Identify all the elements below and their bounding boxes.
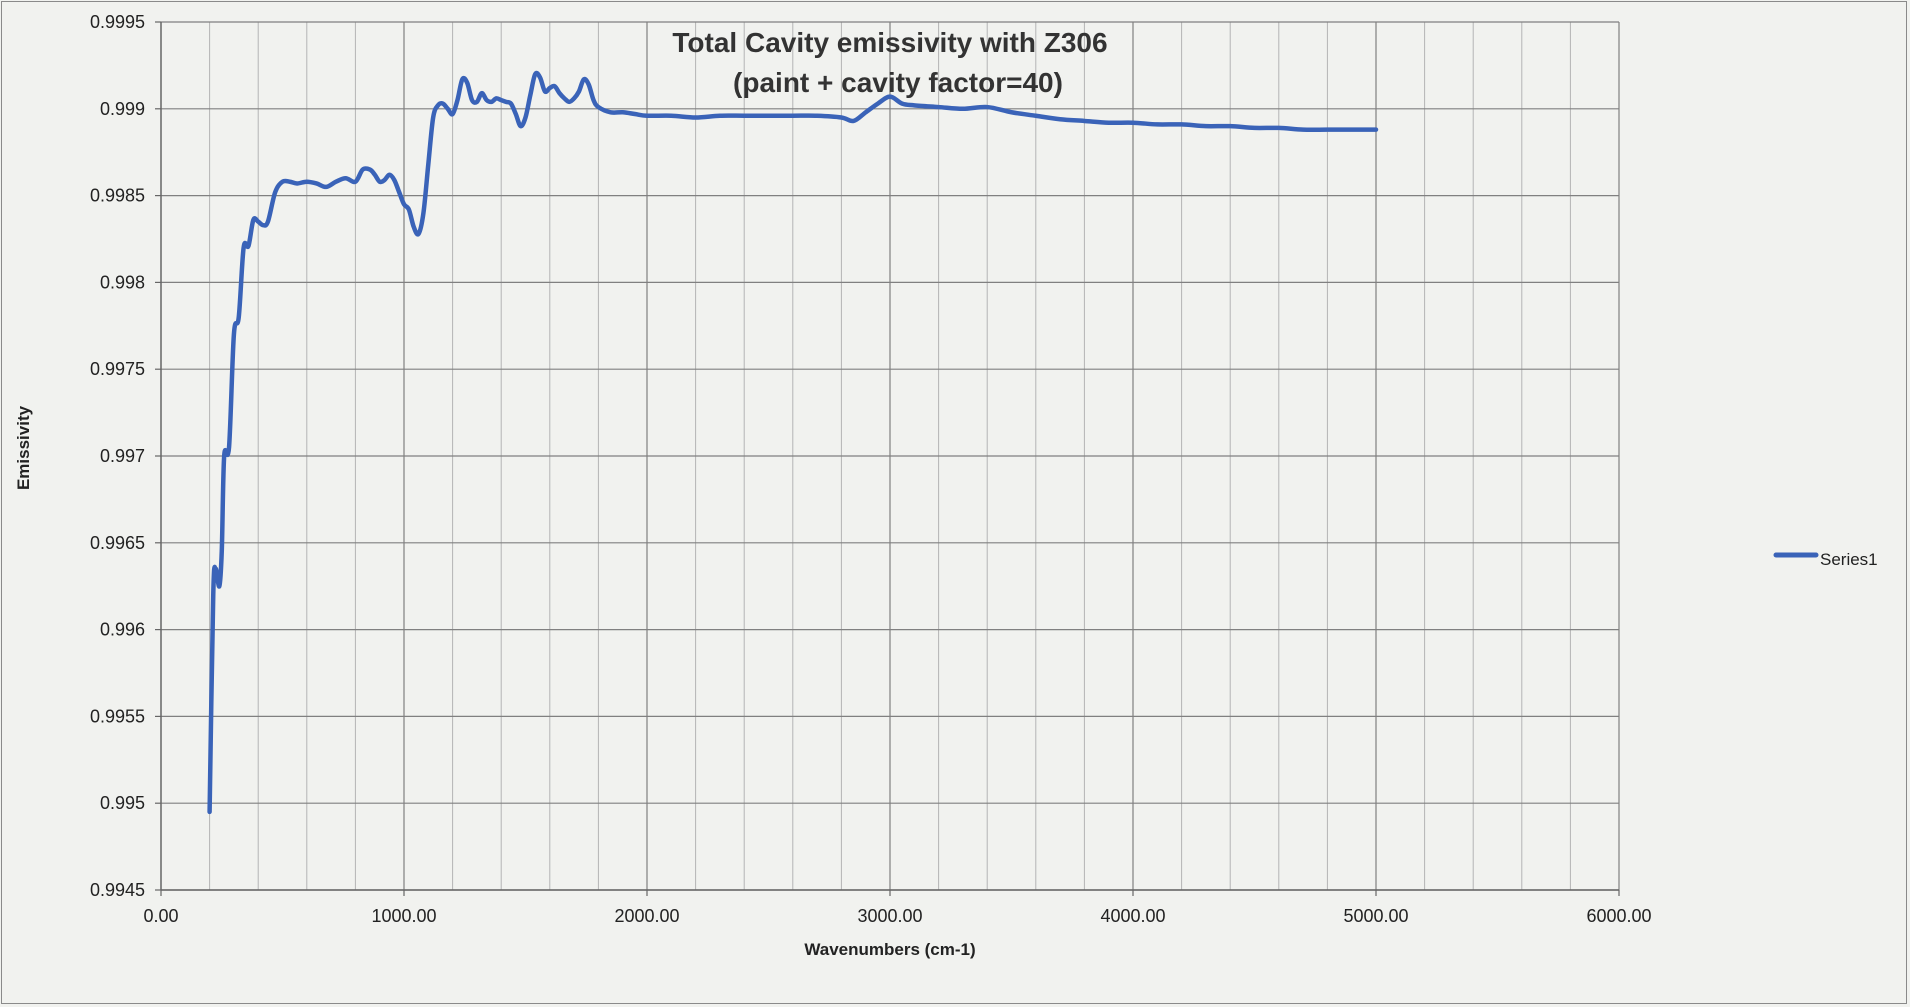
- y-tick-label: 0.9985: [90, 186, 145, 206]
- y-axis-ticks: 0.9945 0.995 0.9955 0.996 0.9965 0.997 0.9975 0…: [90, 12, 161, 900]
- y-axis-title: Emissivity: [14, 405, 33, 490]
- series-layer: [207, 70, 1379, 815]
- y-tick-label: 0.9975: [90, 359, 145, 379]
- chart-title-line-2: (paint + cavity factor=40): [733, 67, 1063, 98]
- x-tick-label: 4000.00: [1100, 906, 1165, 926]
- y-tick-label: 0.9965: [90, 533, 145, 553]
- x-tick-label: 2000.00: [614, 906, 679, 926]
- chart-title-line-1: Total Cavity emissivity with Z306: [672, 27, 1107, 58]
- x-tick-label: 3000.00: [857, 906, 922, 926]
- y-tick-label: 0.9955: [90, 706, 145, 726]
- y-tick-label: 0.995: [100, 793, 145, 813]
- y-tick-label: 0.9995: [90, 12, 145, 32]
- legend-label-series1: Series1: [1820, 550, 1878, 569]
- x-axis-title: Wavenumbers (cm-1): [804, 940, 975, 959]
- x-axis-ticks: 0.00 1000.00 2000.00 3000.00 4000.00 5000.00 6…: [143, 890, 1652, 926]
- y-tick-label: 0.997: [100, 446, 145, 466]
- x-tick-label: 0.00: [143, 906, 178, 926]
- series-line-series1: [207, 70, 1379, 815]
- x-tick-label: 1000.00: [371, 906, 436, 926]
- y-tick-label: 0.996: [100, 620, 145, 640]
- x-tick-label: 5000.00: [1343, 906, 1408, 926]
- y-tick-label: 0.998: [100, 272, 145, 292]
- x-tick-label: 6000.00: [1586, 906, 1651, 926]
- legend: Series1: [1773, 550, 1878, 569]
- y-tick-label: 0.9945: [90, 880, 145, 900]
- grid: [160, 21, 1620, 891]
- y-tick-label: 0.999: [100, 99, 145, 119]
